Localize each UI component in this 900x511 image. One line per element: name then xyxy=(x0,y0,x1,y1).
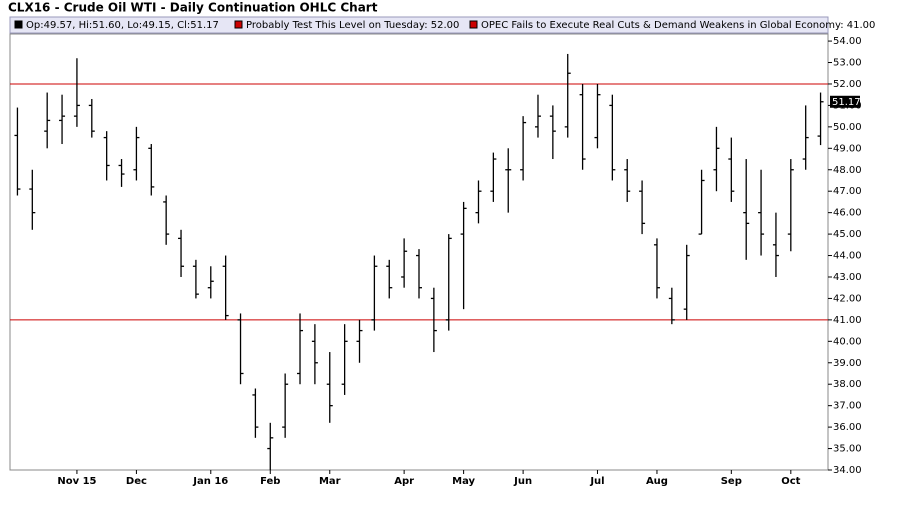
y-tick-label: 40.00 xyxy=(833,336,862,347)
x-tick-label: Nov 15 xyxy=(57,476,96,487)
y-tick-label: 52.00 xyxy=(833,79,862,90)
y-tick-label: 42.00 xyxy=(833,293,862,304)
x-tick-label: Feb xyxy=(260,476,280,487)
y-tick-label: 50.00 xyxy=(833,122,862,133)
y-tick-label: 46.00 xyxy=(833,208,862,219)
legend-label: OPEC Fails to Execute Real Cuts & Demand… xyxy=(481,20,875,31)
x-tick-label: Apr xyxy=(394,476,414,487)
plot-frame xyxy=(9,33,829,471)
legend-label: Probably Test This Level on Tuesday: 52.… xyxy=(246,20,459,31)
x-tick-label: Jul xyxy=(589,476,604,487)
y-tick-label: 53.00 xyxy=(833,58,862,69)
y-tick-label: 54.00 xyxy=(833,36,862,47)
y-tick-label: 49.00 xyxy=(833,143,862,154)
x-tick-label: Dec xyxy=(126,476,147,487)
y-tick-label: 47.00 xyxy=(833,186,862,197)
y-tick-label: 44.00 xyxy=(833,251,862,262)
legend-swatch xyxy=(469,20,478,29)
x-tick-label: Aug xyxy=(646,476,668,487)
x-tick-label: Mar xyxy=(319,476,341,487)
y-tick-label: 45.00 xyxy=(833,229,862,240)
y-tick-label: 35.00 xyxy=(833,444,862,455)
x-tick-label: Sep xyxy=(721,476,742,487)
chart-title: CLX16 - Crude Oil WTI - Daily Continuati… xyxy=(8,1,378,15)
x-tick-label: May xyxy=(452,476,475,487)
legend-box xyxy=(9,16,829,34)
legend-ohlc: Op:49.57, Hi:51.60, Lo:49.15, Cl:51.17 xyxy=(26,20,219,31)
x-tick-label: Oct xyxy=(781,476,800,487)
y-tick-label: 34.00 xyxy=(833,465,862,476)
y-tick-label: 37.00 xyxy=(833,401,862,412)
last-price-box xyxy=(830,95,860,108)
y-tick-label: 38.00 xyxy=(833,379,862,390)
legend-swatch xyxy=(234,20,243,29)
last-price-label: 51.17 xyxy=(832,97,861,108)
x-tick-label: Jan 16 xyxy=(192,476,228,487)
y-tick-label: 41.00 xyxy=(833,315,862,326)
y-tick-label: 43.00 xyxy=(833,272,862,283)
y-tick-label: 36.00 xyxy=(833,422,862,433)
legend-swatch xyxy=(14,20,23,29)
x-tick-label: Jun xyxy=(513,476,532,487)
y-tick-label: 48.00 xyxy=(833,165,862,176)
y-tick-label: 39.00 xyxy=(833,358,862,369)
